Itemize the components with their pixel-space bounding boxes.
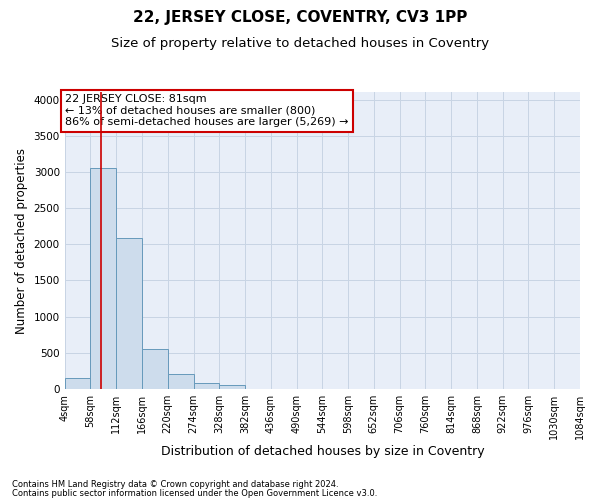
Text: Size of property relative to detached houses in Coventry: Size of property relative to detached ho…: [111, 38, 489, 51]
Y-axis label: Number of detached properties: Number of detached properties: [15, 148, 28, 334]
Bar: [142, 348, 168, 389]
Text: 22, JERSEY CLOSE, COVENTRY, CV3 1PP: 22, JERSEY CLOSE, COVENTRY, CV3 1PP: [133, 10, 467, 25]
Bar: [193, 382, 219, 389]
Bar: [116, 238, 142, 389]
Text: Contains public sector information licensed under the Open Government Licence v3: Contains public sector information licen…: [12, 488, 377, 498]
Text: 22 JERSEY CLOSE: 81sqm
← 13% of detached houses are smaller (800)
86% of semi-de: 22 JERSEY CLOSE: 81sqm ← 13% of detached…: [65, 94, 349, 127]
Bar: [219, 385, 245, 389]
Bar: [91, 168, 116, 389]
X-axis label: Distribution of detached houses by size in Coventry: Distribution of detached houses by size …: [161, 444, 484, 458]
Text: Contains HM Land Registry data © Crown copyright and database right 2024.: Contains HM Land Registry data © Crown c…: [12, 480, 338, 489]
Bar: [168, 374, 193, 389]
Bar: [65, 378, 91, 389]
